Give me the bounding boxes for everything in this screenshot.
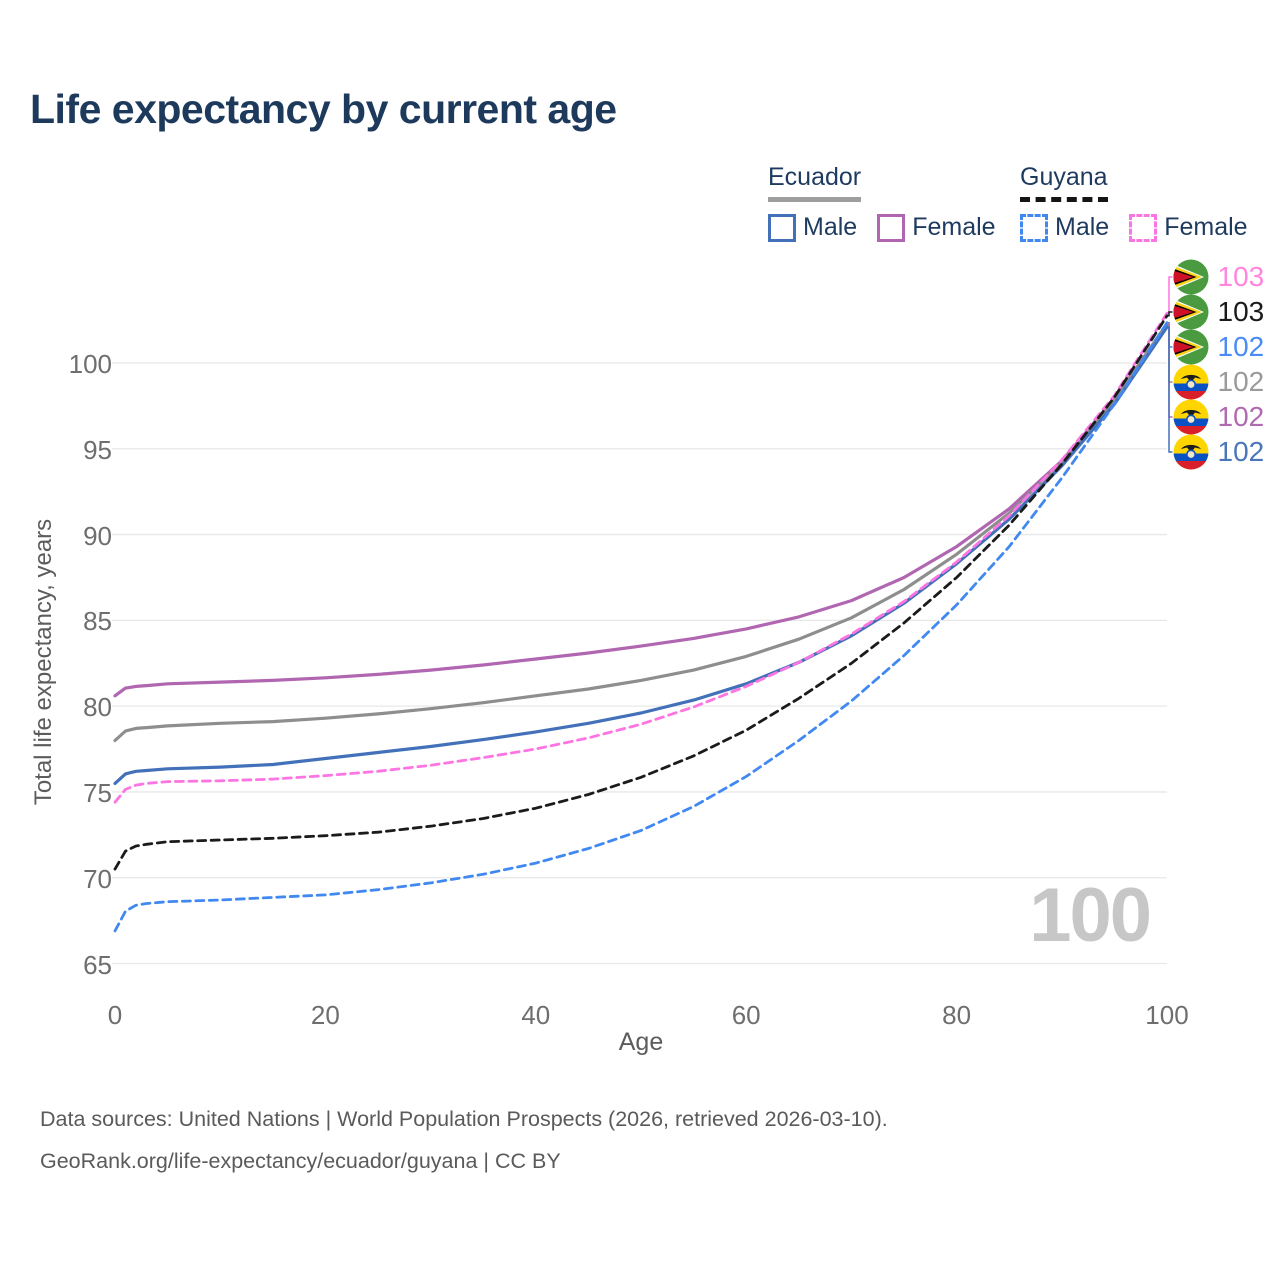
y-tick-label-90: 90 — [83, 520, 112, 551]
ecuador-flag-icon — [1173, 399, 1209, 435]
x-tick-label-100: 100 — [1145, 1000, 1189, 1030]
source-credit: Data sources: United Nations | World Pop… — [40, 1098, 888, 1182]
legend-guyana-male-label: Male — [1055, 213, 1110, 241]
y-tick-label-85: 85 — [83, 606, 112, 637]
age-watermark: 100 — [1029, 873, 1152, 958]
series-line-ecuador-total — [113, 321, 1169, 743]
x-tick-label-60: 60 — [731, 1000, 761, 1030]
x-tick-label-40: 40 — [521, 1000, 551, 1030]
end-label-value: 103 — [1217, 296, 1265, 327]
y-tick-label-80: 80 — [83, 692, 112, 723]
guyana-male-swatch — [1020, 213, 1048, 242]
guyana-flag-icon — [1173, 259, 1209, 295]
y-tick-label-70: 70 — [83, 863, 112, 894]
ecuador-male-swatch — [768, 213, 796, 242]
series-line-ecuador-female — [113, 322, 1169, 698]
x-tick-label-0: 0 — [107, 1000, 123, 1030]
guyana-female-swatch — [1129, 213, 1158, 242]
legend-ecuador-header[interactable]: Ecuador — [768, 163, 862, 202]
end-label-value: 103 — [1217, 261, 1265, 292]
end-label-ecuador-total: 102 — [1173, 364, 1265, 400]
y-tick-label-95: 95 — [83, 434, 112, 465]
legend-guyana-male[interactable]: Male — [1020, 213, 1109, 242]
legend-ecuador-female[interactable]: Female — [877, 213, 996, 242]
legend-group-guyana: Guyana Male Female — [1020, 163, 1248, 242]
end-label-value: 102 — [1217, 401, 1265, 432]
series-line-guyana-female — [113, 311, 1169, 804]
end-label-value: 102 — [1217, 331, 1265, 362]
y-axis-title: Total life expectancy, years — [30, 518, 57, 806]
series-line-guyana-total — [113, 314, 1169, 871]
x-tick-label-80: 80 — [942, 1000, 972, 1030]
legend-guyana-female-label: Female — [1164, 213, 1248, 241]
page-title: Life expectancy by current age — [30, 86, 617, 132]
series-line-ecuador-male — [113, 325, 1169, 785]
legend-ecuador-female-label: Female — [912, 213, 996, 241]
source-line-2: GeoRank.org/life-expectancy/ecuador/guya… — [40, 1149, 561, 1173]
legend-ecuador-male-label: Male — [803, 213, 858, 241]
legend-group-ecuador: Ecuador Male Female — [768, 163, 996, 242]
legend-ecuador-male[interactable]: Male — [768, 213, 857, 242]
end-label-guyana-female: 103 — [1173, 259, 1265, 295]
ecuador-female-swatch — [877, 213, 906, 242]
y-tick-label-65: 65 — [83, 949, 112, 980]
source-line-1: Data sources: United Nations | World Pop… — [40, 1107, 888, 1131]
y-tick-label-100: 100 — [68, 349, 112, 379]
end-label-ecuador-male: 102 — [1173, 434, 1265, 470]
x-tick-label-20: 20 — [310, 1000, 340, 1030]
ecuador-flag-icon — [1173, 364, 1209, 400]
legend-guyana-female[interactable]: Female — [1129, 213, 1248, 242]
end-label-guyana-male: 102 — [1173, 329, 1265, 365]
ecuador-flag-icon — [1173, 434, 1209, 470]
guyana-flag-icon — [1173, 329, 1209, 365]
y-tick-label-75: 75 — [83, 777, 112, 808]
series-line-guyana-male — [113, 321, 1169, 933]
end-label-ecuador-female: 102 — [1173, 399, 1265, 435]
legend-guyana-header[interactable]: Guyana — [1020, 163, 1108, 202]
guyana-flag-icon — [1173, 294, 1209, 330]
end-label-guyana-total: 103 — [1173, 294, 1265, 330]
x-axis-title: Age — [618, 1028, 664, 1056]
end-label-value: 102 — [1217, 366, 1265, 397]
end-label-value: 102 — [1217, 436, 1265, 467]
